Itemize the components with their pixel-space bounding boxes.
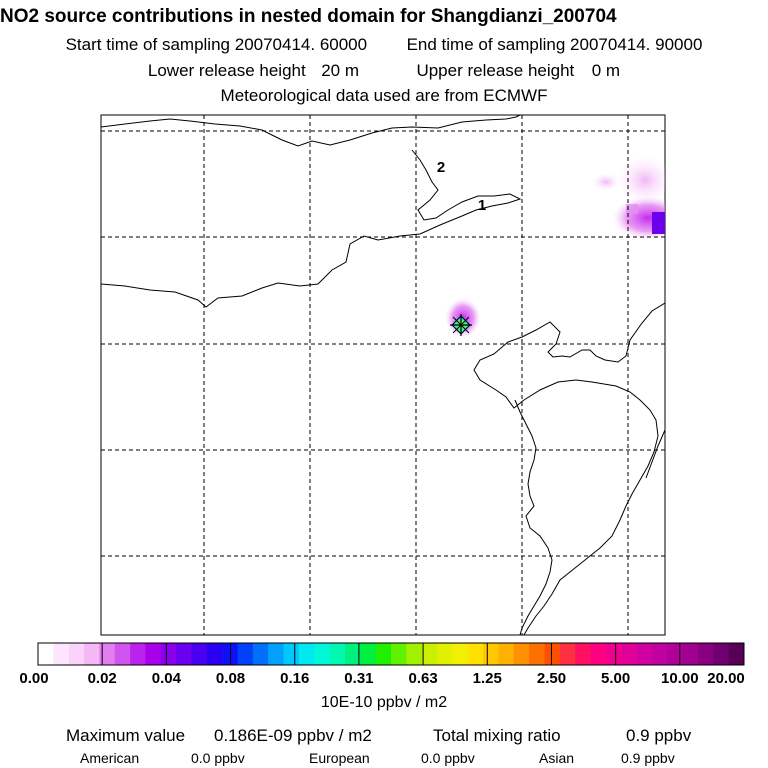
region-name-asian: Asian [539,750,575,766]
colorbar-cell [682,643,699,665]
colorbar-cell [237,643,254,665]
colorbar-cell [114,643,131,665]
colorbar-cell [651,643,668,665]
colorbar-cell [391,643,407,665]
start-time-value: 20070414. 60000 [234,35,368,54]
colorbar-cell [53,643,70,665]
region-value-asian: 0.9 ppbv [621,750,675,766]
colorbar-cell [483,643,499,665]
lower-release-value: 20 m [321,61,359,80]
colorbar-cell [99,643,116,665]
max-value: 0.186E-09 ppbv / m2 [214,726,372,745]
colorbar-cell [329,643,346,665]
colorbar-cell [145,643,162,665]
sampling-line: Start time of sampling 20070414. 60000 E… [0,35,768,55]
colorbar-cell [314,643,331,665]
colorbar-cell [84,643,100,665]
colorbar-cell [513,643,530,665]
contour-label-2: 2 [437,159,445,176]
colorbar-tick-label: 0.00 [19,670,49,687]
colorbar-cell [191,643,208,665]
colorbar-tick-label: 20.00 [707,670,745,687]
colorbar-cell [176,643,192,665]
colorbar-tick-label: 2.50 [536,670,567,687]
colorbar [37,642,745,666]
colorbar-cell [206,643,223,665]
colorbar-cell [160,643,177,665]
colorbar-cell [529,643,545,665]
lower-release-label: Lower release height [147,61,306,80]
region-value-american: 0.0 ppbv [191,750,245,766]
colorbar-cell [268,643,285,665]
contour-label-1: 1 [478,197,486,214]
map-frame [100,114,666,636]
colorbar-cell [68,643,85,665]
colorbar-cell [621,643,638,665]
met-data-line: Meteorological data used are from ECMWF [220,86,548,105]
colorbar-cell [605,643,622,665]
colorbar-tick-label: 0.04 [151,670,181,687]
plume-northeast-small [592,173,620,191]
end-time-label: End time of sampling [406,35,566,54]
colorbar-cell [360,643,377,665]
colorbar-cell [590,643,607,665]
colorbar-unit: 10E-10 ppbv / m2 [320,694,448,711]
colorbar-cell [283,643,300,665]
map-title: NO2 source contributions in nested domai… [0,6,617,27]
colorbar-cell [344,643,361,665]
colorbar-cell [467,643,484,665]
start-time-label: Start time of sampling [65,35,230,54]
coastlines-borders [101,115,665,635]
colorbar-cell [437,643,453,665]
colorbar-tick-label: 0.16 [280,670,310,687]
colorbar-border [37,642,745,666]
colorbar-tick-label: 5.00 [601,670,631,687]
release-line: Lower release height 20 m Upper release … [0,61,768,81]
colorbar-cell [697,643,714,665]
colorbar-tick-label: 0.63 [408,670,438,687]
receptor-site-marker [450,314,472,336]
plume-northeast-patch [626,204,638,214]
colorbar-cell [575,643,592,665]
colorbar-cell [544,643,561,665]
total-mixing-value: 0.9 ppbv [626,726,692,745]
colorbar-tick-label: 1.25 [472,670,502,687]
region-name-american: American [80,750,140,766]
colorbar-cell [498,643,515,665]
map-grid [101,115,665,635]
colorbar-cell [130,643,146,665]
colorbar-cell [636,643,653,665]
max-value-label: Maximum value [66,726,186,745]
plume-northeast-core [652,212,665,234]
colorbar-cell [667,643,684,665]
colorbar-tick-label: 0.08 [215,670,246,687]
end-time-value: 20070414. 90000 [570,35,703,54]
upper-release-label: Upper release height [416,61,575,80]
colorbar-cell [38,643,54,665]
colorbar-cell [559,643,576,665]
region-name-european: European [309,750,370,766]
region-value-european: 0.0 ppbv [421,750,475,766]
colorbar-cell [375,643,392,665]
plume-northeast-lower [612,196,665,240]
upper-release-value: 0 m [591,61,621,80]
colorbar-cell [713,643,730,665]
colorbar-cell [252,643,269,665]
total-mixing-label: Total mixing ratio [433,726,561,745]
colorbar-cell [728,643,745,665]
colorbar-cell [452,643,469,665]
colorbar-tick-label: 10.00 [661,670,699,687]
colorbar-cell [298,643,315,665]
colorbar-cell [406,643,423,665]
colorbar-tick-label: 0.02 [87,670,117,687]
colorbar-tick-label: 0.31 [344,670,374,687]
concentration-plumes [445,156,665,338]
colorbar-cell [421,643,438,665]
plume-northeast-upper [617,156,665,204]
